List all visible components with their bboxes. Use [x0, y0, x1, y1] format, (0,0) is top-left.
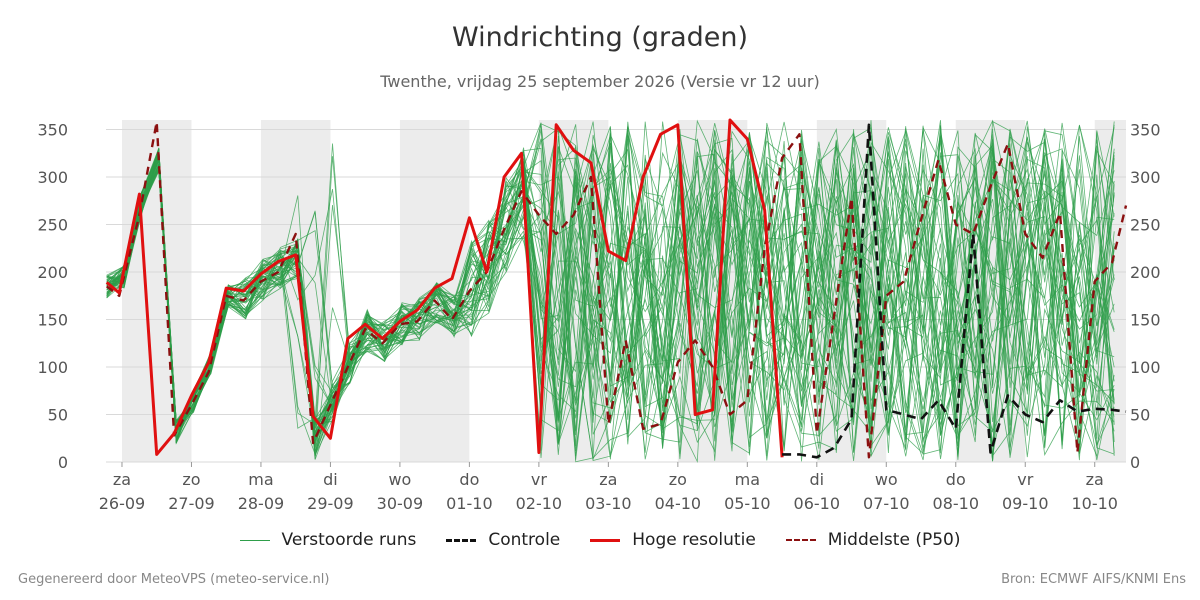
- legend-label: Verstoorde runs: [281, 530, 417, 550]
- y-tick-label-right: 200: [1130, 263, 1161, 282]
- ensemble-member-line: [106, 121, 1115, 457]
- legend-label: Middelste (P50): [827, 530, 961, 550]
- legend-swatch-verstoorde-runs: [239, 539, 270, 541]
- x-tick-day: za: [1086, 470, 1104, 489]
- chart-title: Windrichting (graden): [451, 22, 749, 53]
- y-tick-label-left: 50: [48, 406, 68, 425]
- y-tick-label-left: 0: [58, 453, 68, 472]
- ensemble-member-line: [106, 125, 1115, 461]
- ensemble-member-line: [106, 123, 1115, 454]
- ensemble-member-line: [106, 127, 1115, 458]
- y-tick-label-right: 150: [1130, 311, 1161, 330]
- legend-swatch-middelste-p50: [785, 539, 816, 541]
- x-tick-day: wo: [875, 470, 898, 489]
- x-tick-day: wo: [388, 470, 411, 489]
- x-tick-day: do: [946, 470, 966, 489]
- y-tick-label-right: 300: [1130, 168, 1161, 187]
- ensemble-member-line: [106, 139, 1115, 462]
- ensemble-member-line: [106, 132, 1115, 457]
- y-tick-label-left: 150: [37, 311, 68, 330]
- y-tick-label-right: 50: [1130, 406, 1150, 425]
- ensemble-member-line: [106, 121, 1115, 445]
- footer-source: Bron: ECMWF AIFS/KNMI Ens: [1001, 572, 1186, 587]
- footer-generated-by: Gegenereerd door MeteoVPS (meteo-service…: [18, 572, 330, 587]
- legend-swatch-hoge-resolutie: [590, 538, 621, 542]
- ensemble-member-line: [106, 138, 1115, 460]
- x-tick-day: ma: [735, 470, 760, 489]
- x-tick-date: 03-10: [585, 494, 632, 513]
- y-tick-label-right: 100: [1130, 358, 1161, 377]
- ensemble-member-line: [106, 122, 1115, 460]
- x-tick-date: 04-10: [655, 494, 702, 513]
- ensemble-member-line: [106, 124, 1115, 443]
- x-tick-date: 29-09: [307, 494, 354, 513]
- x-tick-date: 26-09: [99, 494, 146, 513]
- x-tick-date: 08-10: [933, 494, 980, 513]
- x-tick-day: zo: [669, 470, 687, 489]
- y-tick-label-right: 350: [1130, 121, 1161, 140]
- wind-direction-chart: 0 0 50 50 100 100 150 150 200 200 250 250 300 300 350 3…: [37, 118, 1161, 513]
- chart-subtitle: Twenthe, vrijdag 25 september 2026 (Vers…: [380, 72, 820, 91]
- ensemble-member-line: [106, 120, 1115, 453]
- series-line-controle: [782, 123, 1127, 459]
- x-tick-date: 27-09: [168, 494, 215, 513]
- ensemble-member-line: [106, 127, 1115, 459]
- x-tick-day: za: [599, 470, 617, 489]
- x-tick-date: 02-10: [516, 494, 563, 513]
- x-tick-date: 10-10: [1071, 494, 1118, 513]
- series-line-middelste-p50: [105, 120, 1128, 459]
- legend-swatch-controle: [446, 538, 477, 542]
- x-tick-day: vr: [1017, 470, 1033, 489]
- x-tick-day: za: [113, 470, 131, 489]
- x-tick-day: do: [459, 470, 479, 489]
- x-tick-day: di: [809, 470, 824, 489]
- ensemble-member-line: [106, 129, 1115, 460]
- y-tick-label-left: 100: [37, 358, 68, 377]
- x-tick-date: 05-10: [724, 494, 771, 513]
- x-tick-date: 09-10: [1002, 494, 1049, 513]
- legend-item-middelste-p50: Middelste (P50): [785, 530, 961, 550]
- ensemble-member-line: [106, 120, 1115, 437]
- legend-label: Hoge resolutie: [632, 530, 756, 550]
- y-tick-label-left: 300: [37, 168, 68, 187]
- x-tick-day: zo: [182, 470, 200, 489]
- x-tick-date: 07-10: [863, 494, 910, 513]
- legend-item-hoge-resolutie: Hoge resolutie: [590, 530, 756, 550]
- series-line-hoge-resolutie: [105, 118, 784, 458]
- x-tick-date: 28-09: [238, 494, 285, 513]
- x-tick-date: 06-10: [794, 494, 841, 513]
- x-tick-date: 30-09: [377, 494, 424, 513]
- y-tick-label-left: 200: [37, 263, 68, 282]
- x-tick-day: vr: [531, 470, 547, 489]
- y-tick-label-left: 250: [37, 216, 68, 235]
- legend-item-verstoorde-runs: Verstoorde runs: [239, 530, 417, 550]
- x-tick-day: di: [323, 470, 338, 489]
- x-tick-date: 01-10: [446, 494, 493, 513]
- ensemble-member-line: [106, 126, 1115, 442]
- y-tick-label-right: 250: [1130, 216, 1161, 235]
- y-tick-label-left: 350: [37, 121, 68, 140]
- legend-item-controle: Controle: [446, 530, 560, 550]
- chart-legend: Verstoorde runs Controle Hoge resolutie …: [0, 530, 1200, 550]
- x-tick-day: ma: [248, 470, 273, 489]
- legend-label: Controle: [488, 530, 561, 550]
- y-tick-label-right: 0: [1130, 453, 1140, 472]
